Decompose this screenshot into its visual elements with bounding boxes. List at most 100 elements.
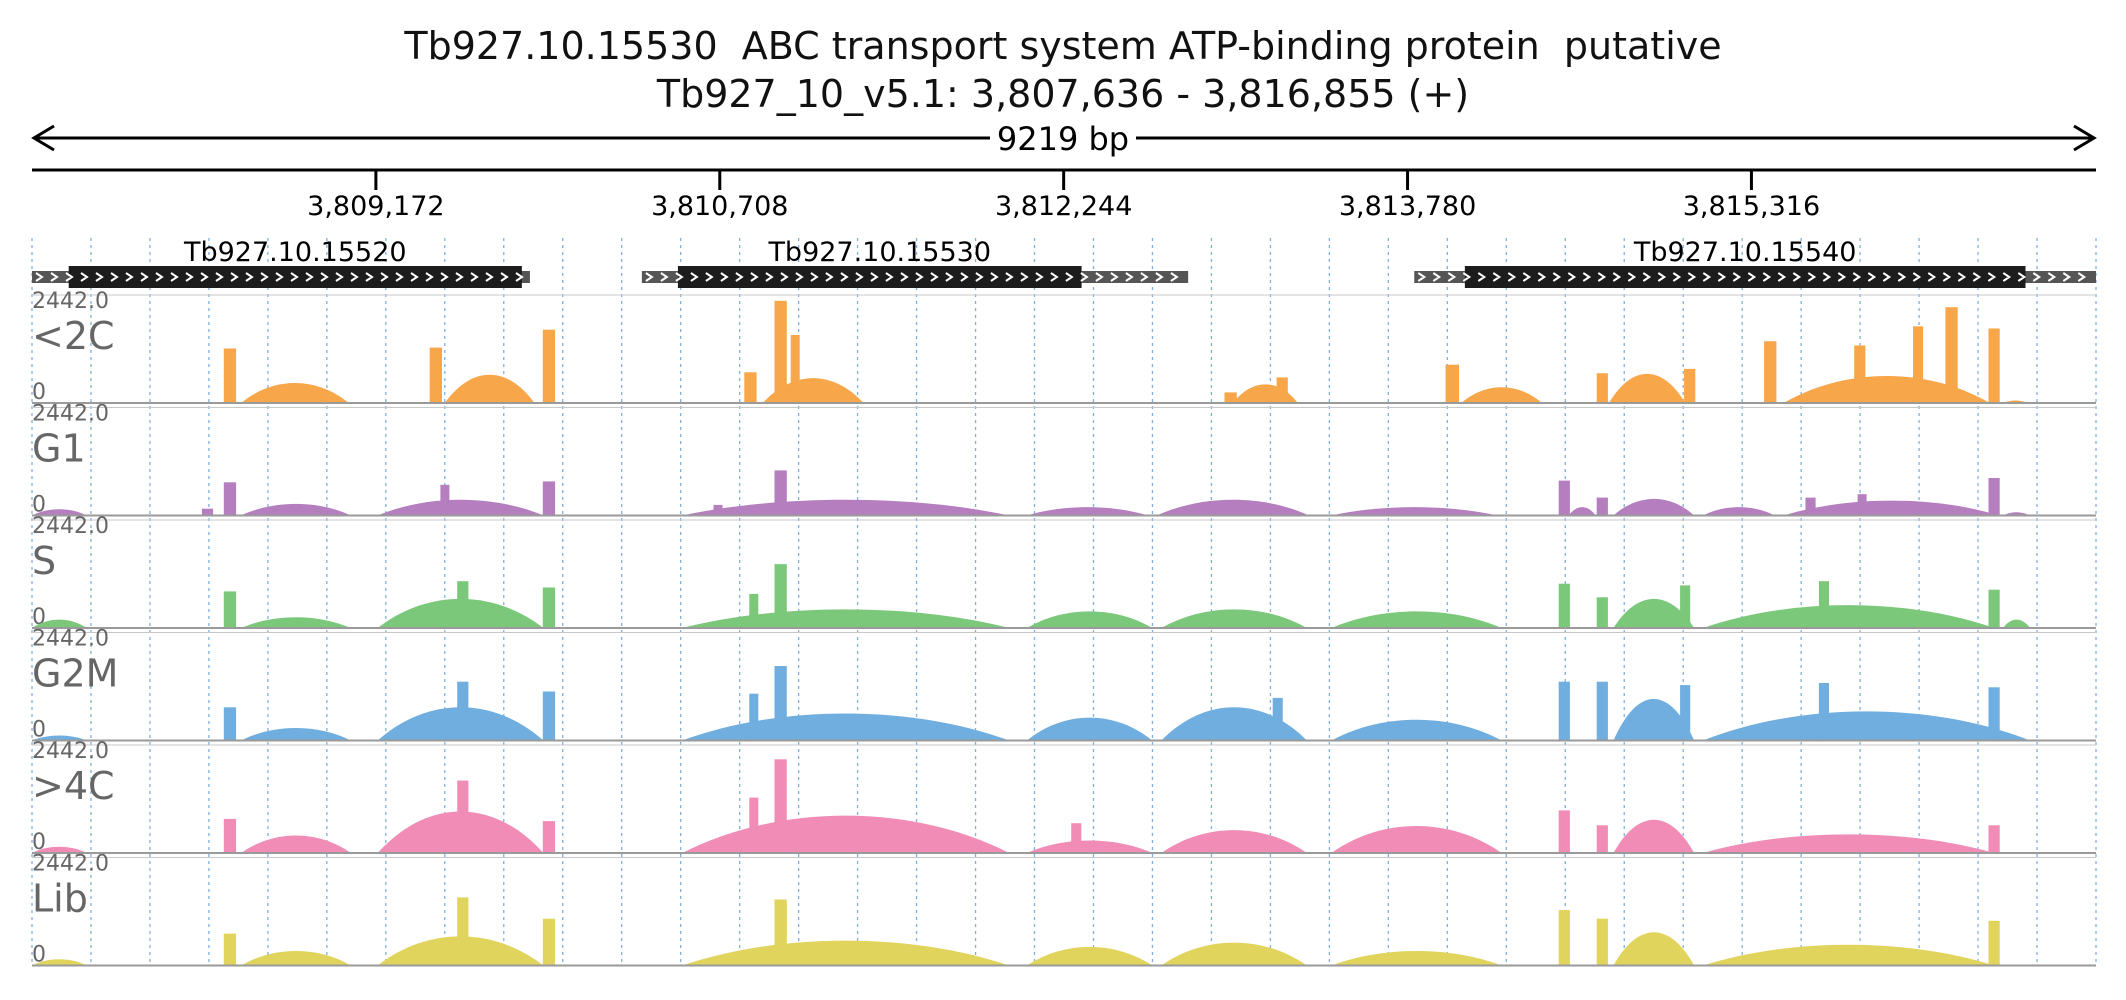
track-ymax-label: 2442.0 (32, 402, 109, 427)
coverage-spike (1558, 583, 1570, 628)
axis-tick-label: 3,809,172 (307, 191, 444, 222)
coverage-hump (1161, 942, 1307, 966)
coverage-spike (749, 797, 759, 853)
coverage-spike (1558, 480, 1570, 516)
chart-subtitle: Tb927_10_v5.1: 3,807,636 - 3,816,855 (+) (656, 72, 1470, 116)
coverage-spike (1276, 377, 1288, 403)
coverage-spike (1445, 364, 1459, 403)
coverage-hump (241, 835, 351, 853)
coverage-spike (457, 681, 469, 741)
coverage-spike (1558, 910, 1570, 966)
coverage-hump (1783, 500, 1999, 516)
span-label-background (990, 118, 1136, 158)
coverage-hump (1703, 944, 1995, 966)
coverage-spike (429, 347, 442, 403)
coverage-hump (1026, 717, 1153, 741)
coverage-spike (774, 300, 787, 403)
track-name-label: >4C (32, 764, 115, 808)
coverage-hump (1161, 830, 1307, 853)
axis-tick-label: 3,810,708 (651, 191, 788, 222)
coverage-hump (241, 503, 351, 516)
coverage-hump (682, 609, 1009, 628)
coverage-hump (682, 940, 1009, 966)
gene-label: Tb927.10.15520 (183, 237, 407, 268)
track-name-label: G2M (32, 652, 118, 696)
coverage-hump (1331, 719, 1502, 741)
track-name-label: G1 (32, 427, 86, 471)
coverage-spike (713, 504, 723, 516)
coverage-spike (774, 759, 787, 853)
coverage-hump (682, 499, 1009, 516)
axis-tick-label: 3,812,244 (995, 191, 1132, 222)
coverage-spike (1596, 825, 1608, 853)
gene-strand-chevrons (645, 272, 1179, 282)
coverage-hump (1026, 946, 1153, 966)
coverage-spike (749, 693, 759, 741)
coverage-hump (1613, 932, 1695, 966)
track-ymin-label: 0 (32, 380, 46, 405)
coverage-hump (682, 713, 1009, 741)
track-ymin-label: 0 (32, 718, 46, 743)
coverage-spike (457, 780, 469, 853)
coverage-hump (1156, 499, 1309, 516)
coverage-hump (1783, 376, 1990, 403)
coverage-hump (1161, 609, 1307, 628)
track-ymax-label: 2442.0 (32, 627, 109, 652)
coverage-spike (1224, 392, 1237, 403)
coverage-hump (1613, 698, 1695, 741)
axis-tick-label: 3,813,780 (1339, 191, 1476, 222)
coverage-hump (1613, 819, 1695, 853)
coverage-hump (1703, 605, 1995, 628)
coverage-hump (32, 846, 87, 853)
coverage-hump (241, 728, 351, 741)
chart-title: Tb927.10.15530 ABC transport system ATP-… (404, 24, 1722, 68)
coverage-spike (1818, 581, 1829, 628)
coverage-spike (774, 899, 787, 966)
track-ymin-label: 0 (32, 943, 46, 968)
coverage-spike (542, 821, 556, 853)
coverage-spike (457, 581, 469, 628)
coverage-hump (32, 959, 87, 966)
coverage-hump (762, 378, 864, 403)
coverage-spike (1684, 368, 1696, 403)
coverage-hump (1331, 507, 1498, 516)
track-ymax-label: 2442.0 (32, 289, 109, 314)
coverage-spike (1272, 697, 1283, 741)
coverage-hump (2003, 619, 2030, 628)
coverage-spike (774, 666, 787, 741)
span-arrow-left-head (31, 124, 55, 152)
coverage-hump (241, 383, 349, 403)
coverage-spike (223, 348, 237, 403)
coverage-hump (32, 509, 87, 516)
coverage-spike (1945, 307, 1958, 403)
coverage-spike (223, 591, 237, 628)
coverage-hump (444, 374, 535, 403)
coverage-spike (1596, 497, 1608, 516)
coverage-spike (223, 818, 237, 853)
coverage-hump (1232, 384, 1298, 403)
coverage-hump (1161, 707, 1307, 741)
coverage-hump (1331, 611, 1502, 628)
track-name-label: <2C (32, 314, 115, 358)
track-ymax-label: 2442.0 (32, 514, 109, 539)
coverage-spike (1680, 585, 1691, 628)
coverage-hump (1331, 950, 1502, 966)
coverage-hump (682, 815, 1009, 853)
coverage-spike (542, 587, 556, 628)
track-ymax-label: 2442.0 (32, 852, 109, 877)
coverage-hump (1026, 507, 1148, 516)
coverage-spike (1596, 681, 1608, 741)
coverage-spike (542, 329, 556, 403)
axis-tick-label: 3,815,316 (1683, 191, 1820, 222)
coverage-spike (542, 918, 556, 966)
span-label: 9219 bp (997, 120, 1129, 158)
gene-label: Tb927.10.15540 (1633, 237, 1857, 268)
coverage-spike (1988, 687, 2000, 741)
coverage-spike (1988, 825, 2000, 853)
gene-cds (1464, 266, 2026, 288)
coverage-spike (1805, 497, 1816, 516)
coverage-hump (32, 735, 87, 741)
coverage-spike (1988, 920, 2000, 966)
coverage-spike (744, 372, 757, 403)
